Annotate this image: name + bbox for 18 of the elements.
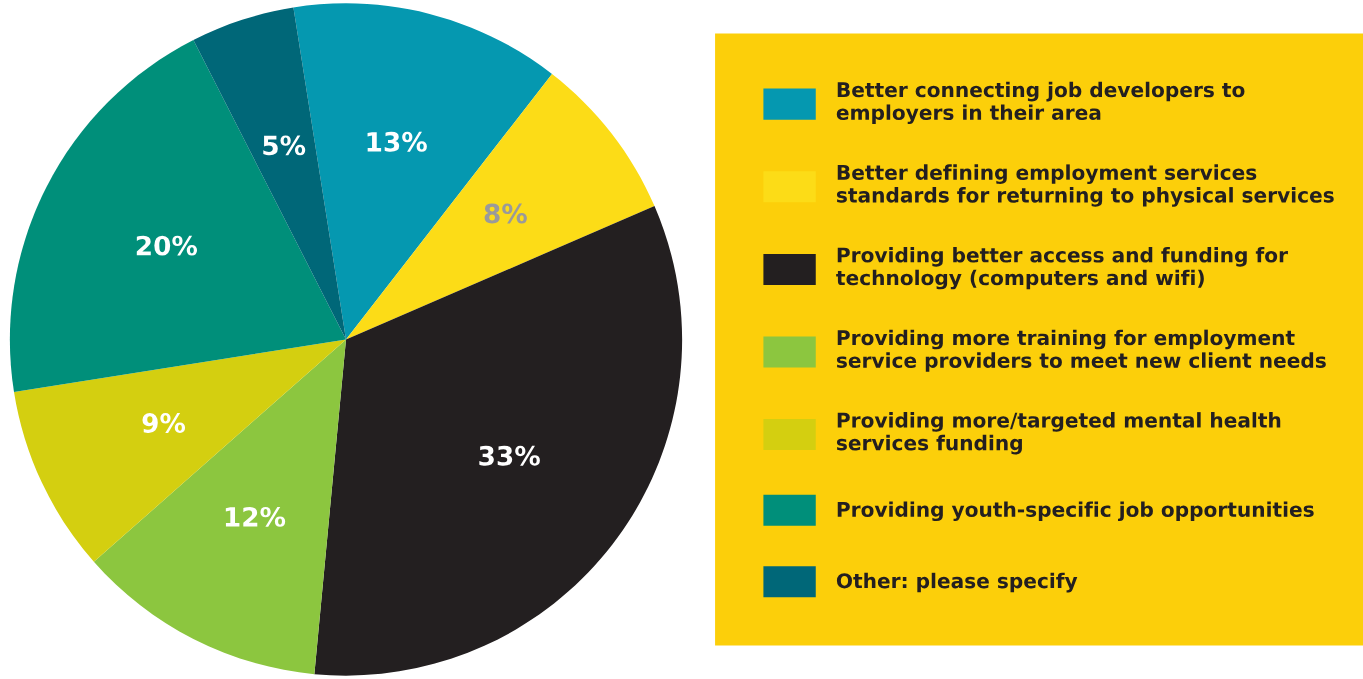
legend-label: Other: please specify	[836, 572, 1078, 593]
legend-label: Better connecting job developers to employers in their area	[836, 81, 1245, 125]
data-label: 13%	[367, 131, 427, 152]
legend-label: Providing more/targeted mental health services funding	[836, 412, 1281, 455]
data-label: 12%	[225, 506, 286, 527]
data-label: 33%	[479, 445, 540, 466]
pie-slice	[93, 339, 346, 675]
data-label: 9%	[142, 413, 186, 434]
legend-label: Providing more training for employment service providers to meet new client needs	[836, 329, 1326, 372]
legend-label: Providing better access and funding for technology (computers and wifi)	[836, 247, 1288, 290]
data-label: 20%	[136, 235, 198, 256]
legend-label: Providing youth-specific job opportunities	[837, 501, 1314, 522]
legend-label: Better defining employment services standards for returning to physical services	[836, 164, 1334, 207]
pie-slice	[346, 73, 655, 340]
data-label: 5%	[263, 135, 306, 156]
data-label: 8%	[484, 203, 527, 224]
pie-slice	[14, 339, 346, 562]
pie-slice	[9, 40, 346, 393]
